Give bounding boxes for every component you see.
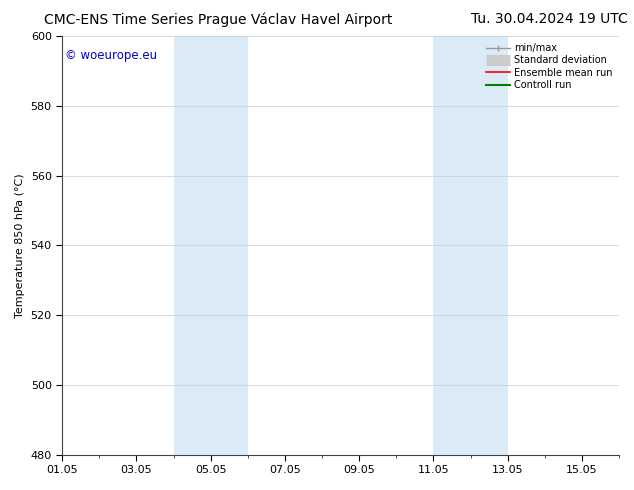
Legend: min/max, Standard deviation, Ensemble mean run, Controll run: min/max, Standard deviation, Ensemble me… — [484, 41, 614, 92]
Y-axis label: Temperature 850 hPa (°C): Temperature 850 hPa (°C) — [15, 173, 25, 318]
Text: Tu. 30.04.2024 19 UTC: Tu. 30.04.2024 19 UTC — [471, 12, 628, 26]
Bar — [174, 36, 248, 455]
Bar — [434, 36, 508, 455]
Text: © woeurope.eu: © woeurope.eu — [65, 49, 157, 62]
Text: CMC-ENS Time Series Prague Václav Havel Airport: CMC-ENS Time Series Prague Václav Havel … — [44, 12, 392, 27]
